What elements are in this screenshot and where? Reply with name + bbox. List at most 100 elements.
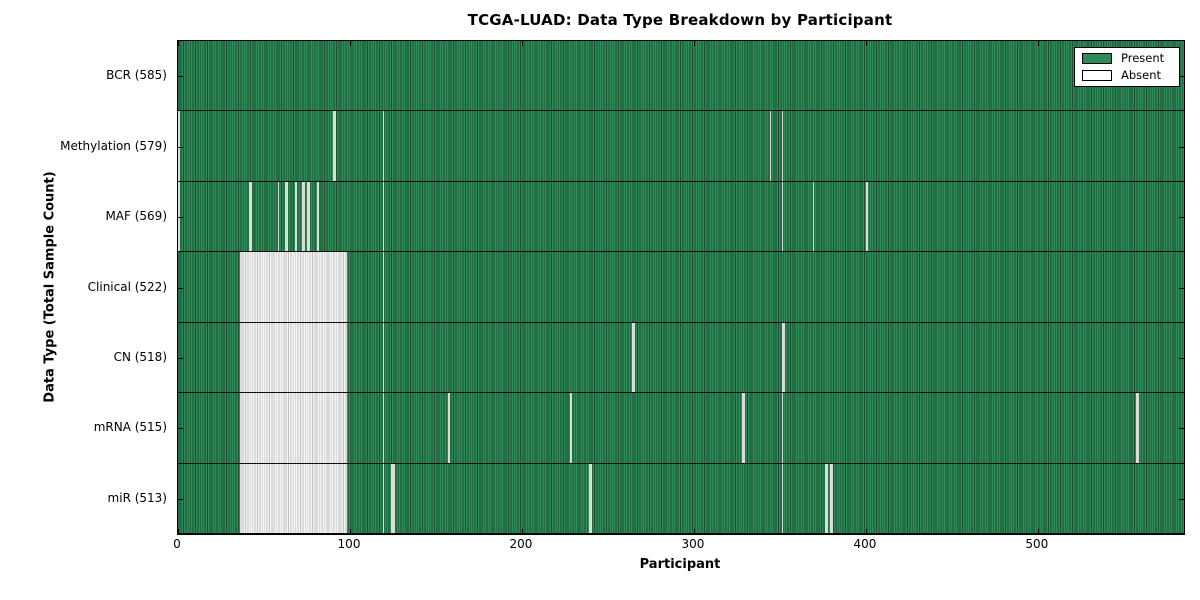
ytick-label-maf: MAF (569) — [105, 209, 167, 224]
absent-cells — [248, 181, 251, 252]
y-tick-mark — [178, 76, 183, 78]
absent-cells — [382, 252, 385, 322]
absent-cells — [812, 181, 815, 252]
y-tick-mark — [1179, 498, 1184, 500]
legend-swatch-absent — [1082, 69, 1112, 81]
row-mrna — [178, 393, 1184, 464]
y-tick-mark — [178, 357, 183, 359]
absent-cells — [589, 463, 591, 533]
absent-cells — [631, 322, 634, 393]
x-tick-mark — [1037, 529, 1039, 534]
x-tick-mark — [521, 41, 523, 46]
legend-item-absent: Absent — [1082, 67, 1172, 82]
legend-label-absent: Absent — [1121, 67, 1162, 82]
absent-cells — [334, 111, 337, 181]
absent-cells — [294, 181, 297, 252]
absent-cells — [781, 181, 784, 252]
y-tick-mark — [1179, 76, 1184, 78]
row-cn — [178, 322, 1184, 394]
absent-cells — [1135, 393, 1138, 463]
ytick-label-cn: CN (518) — [113, 349, 167, 364]
absent-cells — [306, 181, 309, 252]
absent-cells — [239, 252, 347, 322]
absent-cells — [447, 393, 450, 463]
y-tick-mark — [178, 428, 183, 430]
ytick-label-bcr: BCR (585) — [106, 68, 167, 83]
xtick-label-400: 400 — [853, 537, 877, 551]
absent-cells — [392, 463, 395, 533]
absent-cells — [781, 463, 784, 533]
absent-cells — [239, 393, 347, 463]
y-tick-mark — [1179, 357, 1184, 359]
absent-cells — [769, 111, 772, 181]
absent-cells — [178, 181, 180, 252]
absent-cells — [781, 111, 784, 181]
y-tick-mark — [178, 287, 183, 289]
absent-cells — [277, 181, 280, 252]
absent-cells — [382, 181, 385, 252]
xtick-label-200: 200 — [509, 537, 533, 551]
absent-cells — [382, 322, 385, 393]
xtick-label-500: 500 — [1025, 537, 1049, 551]
absent-cells — [783, 322, 786, 393]
x-axis-label: Participant — [639, 557, 721, 572]
x-tick-mark — [521, 529, 523, 534]
y-tick-mark — [1179, 287, 1184, 289]
xtick-label-100: 100 — [337, 537, 361, 551]
absent-cells — [391, 463, 393, 533]
absent-cells — [781, 393, 784, 463]
x-tick-mark — [350, 41, 351, 46]
absent-cells — [382, 111, 385, 181]
absent-cells — [239, 463, 347, 533]
row-maf — [178, 181, 1184, 253]
absent-cells — [382, 393, 385, 463]
legend-label-present: Present — [1121, 51, 1165, 65]
absent-cells — [831, 463, 834, 533]
x-tick-mark — [693, 41, 695, 46]
y-tick-mark — [178, 498, 183, 500]
y-tick-mark — [1179, 217, 1184, 219]
ytick-label-clinical: Clinical (522) — [87, 279, 167, 294]
x-tick-mark — [693, 529, 695, 534]
ytick-label-mrna: mRNA (515) — [93, 420, 167, 435]
absent-cells — [865, 181, 868, 252]
ytick-label-methylation: Methylation (579) — [60, 138, 167, 153]
xtick-label-0: 0 — [173, 537, 181, 551]
absent-cells — [317, 181, 319, 252]
absent-cells — [743, 393, 746, 463]
row-mir — [178, 463, 1184, 534]
absent-cells — [250, 181, 252, 252]
row-methylation — [178, 111, 1184, 182]
y-tick-mark — [178, 217, 183, 219]
absent-cells — [781, 322, 784, 393]
x-tick-mark — [178, 529, 179, 534]
absent-cells — [590, 463, 593, 533]
row-clinical — [178, 252, 1184, 323]
legend-item-present: Present — [1082, 51, 1172, 65]
absent-cells — [742, 393, 744, 463]
legend-swatch-present — [1082, 53, 1112, 65]
y-tick-mark — [178, 146, 183, 148]
absent-cells — [829, 463, 832, 533]
absent-cells — [1137, 393, 1140, 463]
x-tick-mark — [1037, 41, 1039, 46]
absent-cells — [824, 463, 827, 533]
absent-cells — [286, 181, 289, 252]
absent-cells — [633, 322, 636, 393]
y-tick-mark — [1179, 146, 1184, 148]
absent-cells — [570, 393, 572, 463]
absent-cells — [239, 322, 347, 393]
absent-cells — [826, 463, 829, 533]
chart-title: TCGA-LUAD: Data Type Breakdown by Partic… — [467, 11, 893, 29]
y-axis-label: Data Type (Total Sample Count) — [42, 171, 58, 403]
absent-cells — [308, 181, 311, 252]
row-bcr — [178, 41, 1184, 112]
absent-cells — [382, 463, 385, 533]
ytick-label-mir: miR (513) — [107, 490, 167, 505]
y-tick-mark — [1179, 428, 1184, 430]
absent-cells — [178, 111, 180, 181]
absent-cells — [303, 181, 306, 252]
absent-cells — [284, 181, 287, 252]
plot-area — [177, 40, 1185, 535]
absent-cells — [332, 111, 335, 181]
